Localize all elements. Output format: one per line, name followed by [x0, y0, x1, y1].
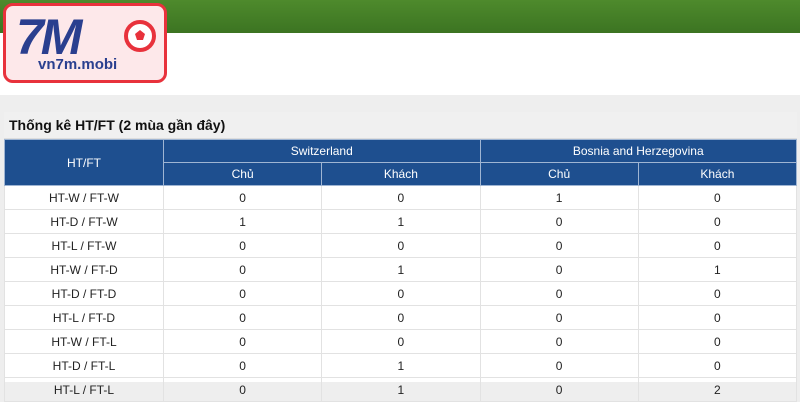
stats-panel: Thống kê HT/FT (2 mùa gần đây) HT/FT Swit…	[4, 112, 798, 402]
cell-value: 0	[479, 353, 639, 378]
cell-value: 2	[637, 377, 798, 402]
cell-value: 0	[162, 281, 323, 306]
cell-value: 0	[162, 233, 323, 258]
sub-header: Chủ	[479, 162, 639, 186]
cell-value: 0	[637, 233, 798, 258]
cell-value: 0	[479, 281, 639, 306]
cell-value: 0	[321, 185, 481, 210]
cell-value: 0	[321, 329, 481, 354]
table-row: HT-W / FT-W 0 0 1 0	[4, 185, 798, 210]
table-row: HT-L / FT-L 0 1 0 2	[4, 377, 798, 402]
logo-domain: vn7m.mobi	[38, 56, 118, 73]
cell-value: 0	[162, 305, 323, 330]
cell-value: 0	[479, 377, 639, 402]
cell-value: 0	[321, 305, 481, 330]
team-header: Bosnia and Herzegovina	[479, 139, 797, 163]
cell-value: 0	[479, 305, 639, 330]
sub-header: Chủ	[162, 162, 323, 186]
row-label: HT-L / FT-W	[4, 233, 164, 258]
sub-header: Khách	[321, 162, 481, 186]
table-row: HT-D / FT-D 0 0 0 0	[4, 281, 798, 306]
cell-value: 0	[479, 209, 639, 234]
cell-value: 0	[162, 377, 323, 402]
sub-header: Khách	[637, 162, 798, 186]
cell-value: 0	[637, 305, 798, 330]
table-row: HT-D / FT-W 1 1 0 0	[4, 209, 798, 234]
table-title: Thống kê HT/FT (2 mùa gần đây)	[4, 112, 797, 139]
row-label: HT-D / FT-L	[4, 353, 164, 378]
cell-value: 0	[321, 233, 481, 258]
row-label: HT-D / FT-D	[4, 281, 164, 306]
logo-brand: 7M	[16, 9, 82, 65]
cell-value: 0	[637, 329, 798, 354]
cell-value: 0	[637, 353, 798, 378]
row-label: HT-L / FT-L	[4, 377, 164, 402]
cell-value: 1	[321, 209, 481, 234]
table-row: HT-D / FT-L 0 1 0 0	[4, 353, 798, 378]
row-label: HT-D / FT-W	[4, 209, 164, 234]
cell-value: 0	[162, 185, 323, 210]
htft-table: HT/FT Switzerland Bosnia and Herzegovina C…	[4, 139, 798, 402]
row-label: HT-L / FT-D	[4, 305, 164, 330]
cell-value: 0	[637, 281, 798, 306]
cell-value: 0	[162, 329, 323, 354]
team-header: Switzerland	[163, 139, 481, 163]
cell-value: 1	[321, 257, 481, 282]
row-label: HT-W / FT-L	[4, 329, 164, 354]
cell-value: 0	[637, 209, 798, 234]
logo-ball	[124, 20, 156, 52]
table-row: HT-W / FT-D 0 1 0 1	[4, 257, 798, 282]
logo[interactable]: 7M vn7m.mobi	[3, 3, 167, 83]
cell-value: 0	[479, 329, 639, 354]
table-row: HT-W / FT-L 0 0 0 0	[4, 329, 798, 354]
cell-value: 0	[637, 185, 798, 210]
cell-value: 1	[162, 209, 323, 234]
cell-value: 1	[637, 257, 798, 282]
cell-value: 0	[321, 281, 481, 306]
cell-value: 0	[479, 257, 639, 282]
row-label: HT-W / FT-D	[4, 257, 164, 282]
cell-value: 1	[321, 353, 481, 378]
row-label: HT-W / FT-W	[4, 185, 164, 210]
cell-value: 1	[321, 377, 481, 402]
cell-value: 0	[162, 257, 323, 282]
corner-header: HT/FT	[4, 139, 164, 186]
table-row: HT-L / FT-W 0 0 0 0	[4, 233, 798, 258]
cell-value: 1	[479, 185, 639, 210]
cell-value: 0	[162, 353, 323, 378]
table-row: HT-L / FT-D 0 0 0 0	[4, 305, 798, 330]
cell-value: 0	[479, 233, 639, 258]
